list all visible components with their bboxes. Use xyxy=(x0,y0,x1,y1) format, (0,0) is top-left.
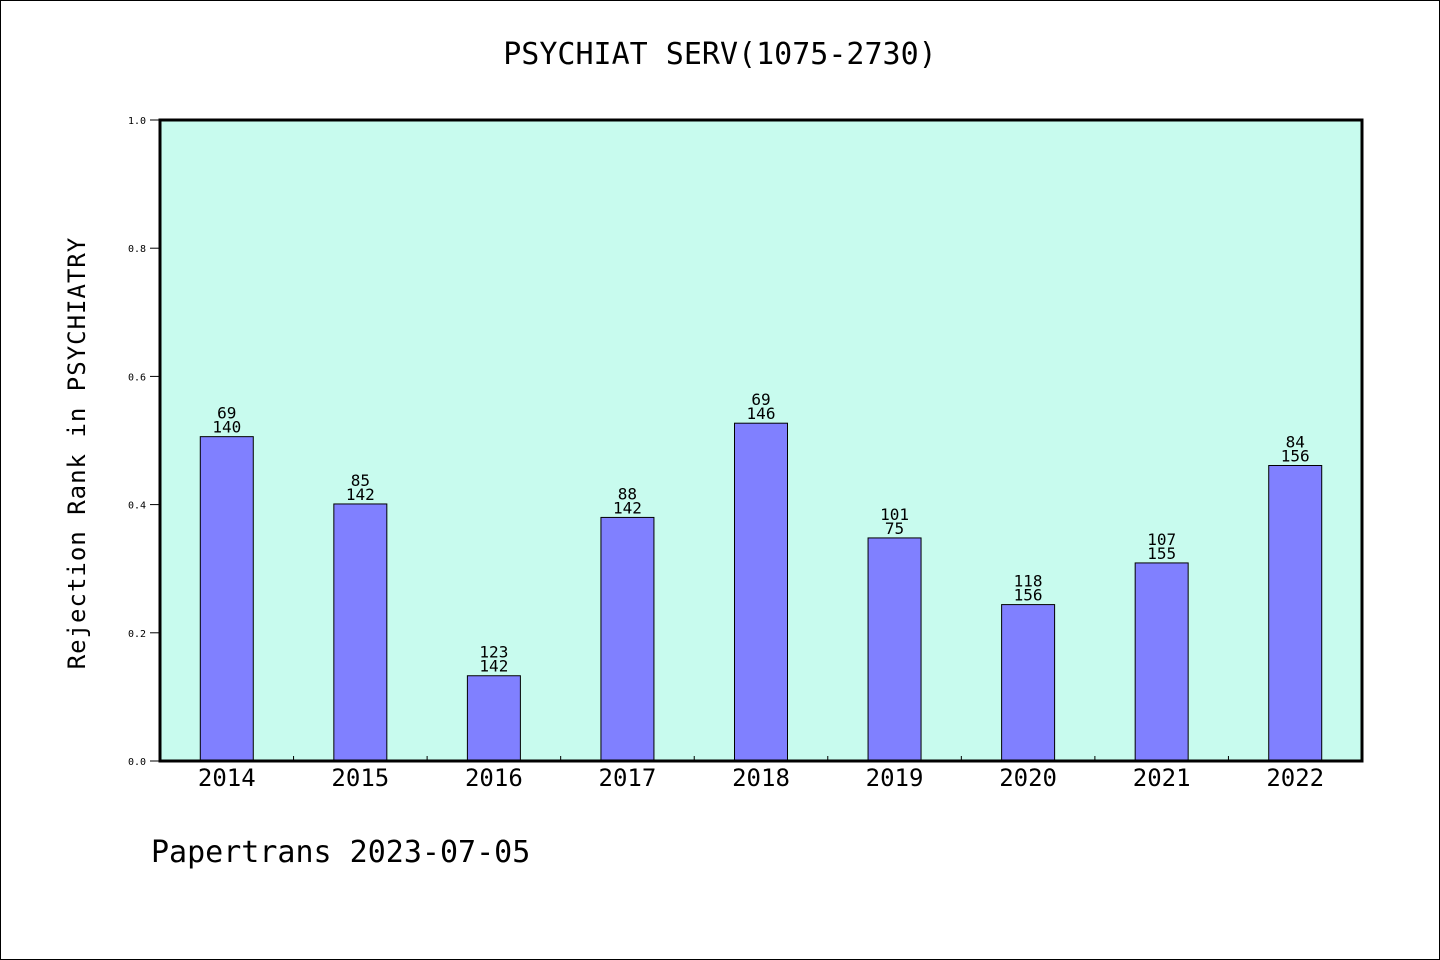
bar-2022 xyxy=(1268,464,1323,762)
bar-annotation-top: 69 xyxy=(751,390,770,409)
y-tick-label: 0.0 xyxy=(128,757,146,768)
y-tick-label: 0.4 xyxy=(128,501,146,512)
y-tick-label: 1.0 xyxy=(128,116,146,127)
x-tick-label: 2022 xyxy=(1266,764,1324,792)
bar-2020 xyxy=(1001,604,1056,762)
bar-annotation-top: 101 xyxy=(880,505,909,524)
bar-2017 xyxy=(600,516,655,762)
bar-annotation-bottom: 142 xyxy=(479,657,508,676)
x-tick-label: 2021 xyxy=(1133,764,1191,792)
bar-2015 xyxy=(333,503,388,762)
x-tick-label: 2015 xyxy=(331,764,389,792)
bar-annotation-bottom: 75 xyxy=(885,519,904,538)
bar-annotation-bottom: 156 xyxy=(1281,446,1310,465)
y-tick-label: 0.6 xyxy=(128,372,146,383)
bar-annotation-bottom: 140 xyxy=(212,418,241,437)
bar-annotation-top: 84 xyxy=(1286,432,1305,451)
x-tick-label: 2014 xyxy=(198,764,256,792)
y-tick-label: 0.8 xyxy=(128,244,146,255)
bar-annotation-bottom: 146 xyxy=(747,404,776,423)
bar-annotation-bottom: 142 xyxy=(613,498,642,517)
bar-annotation-top: 88 xyxy=(618,484,637,503)
x-tick-label: 2017 xyxy=(599,764,657,792)
bar-annotation-bottom: 155 xyxy=(1147,544,1176,563)
bar-annotation-top: 118 xyxy=(1014,572,1043,591)
bar-2014 xyxy=(199,436,254,762)
y-tick-label: 0.2 xyxy=(128,629,146,640)
chart-title: PSYCHIAT SERV(1075-2730) xyxy=(503,37,937,72)
bar-annotation-bottom: 156 xyxy=(1014,586,1043,605)
x-tick-label: 2016 xyxy=(465,764,523,792)
bar-annotation-top: 107 xyxy=(1147,530,1176,549)
bar-2018 xyxy=(734,422,788,762)
bar-annotation-top: 85 xyxy=(351,471,370,490)
bar-annotation-bottom: 142 xyxy=(346,485,375,504)
bar-2021 xyxy=(1134,562,1189,762)
bar-2019 xyxy=(867,537,922,762)
bar-annotation-top: 123 xyxy=(479,643,508,662)
bar-2016 xyxy=(466,675,521,762)
bar-annotation-top: 69 xyxy=(217,404,236,423)
footer-credit: Papertrans 2023-07-05 xyxy=(151,835,531,870)
x-tick-label: 2018 xyxy=(732,764,790,792)
x-tick-label: 2019 xyxy=(866,764,924,792)
x-tick-label: 2020 xyxy=(999,764,1057,792)
plot-border xyxy=(158,118,1364,763)
